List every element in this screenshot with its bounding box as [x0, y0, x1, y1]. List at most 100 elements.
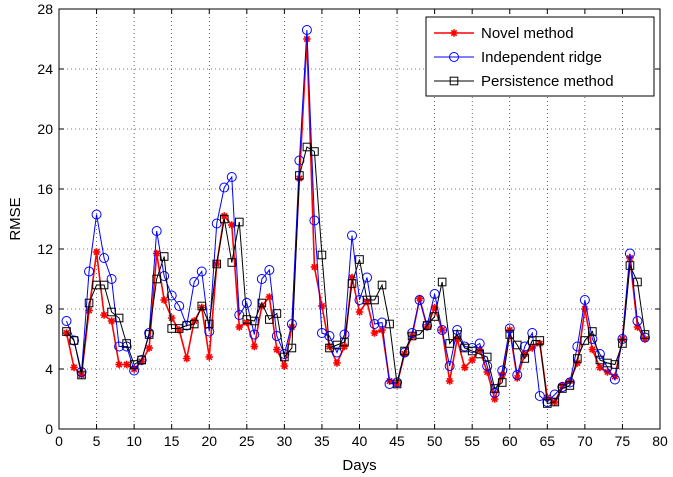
data-point-persistence-method — [122, 339, 131, 348]
legend-marker-independent-ridge — [449, 52, 459, 62]
data-point-novel-method — [280, 362, 289, 370]
x-tick-label: 40 — [352, 433, 368, 449]
data-point-persistence-method — [437, 277, 447, 287]
data-point-independent-ridge — [256, 274, 267, 284]
data-point-novel-method — [611, 372, 619, 381]
x-tick-label: 45 — [389, 433, 405, 449]
data-point-persistence-method — [107, 307, 116, 317]
data-point-persistence-method — [287, 343, 297, 353]
legend-entry-novel-method: Novel method — [481, 25, 574, 42]
legend: Novel method Independent ridge Persistence… — [425, 16, 655, 97]
data-point-persistence-method — [310, 147, 319, 156]
data-point-persistence-method — [219, 214, 229, 224]
data-point-persistence-method — [114, 313, 124, 323]
data-point-novel-method — [250, 342, 259, 351]
data-point-persistence-method — [235, 217, 244, 227]
data-point-independent-ridge — [482, 361, 493, 371]
x-tick-label: 55 — [464, 433, 480, 449]
data-point-novel-method — [122, 360, 131, 369]
data-point-independent-ridge — [136, 355, 147, 365]
data-point-independent-ridge — [91, 209, 102, 220]
x-tick-label: 15 — [164, 433, 180, 449]
y-tick-label: 8 — [45, 301, 53, 317]
data-point-persistence-method — [250, 316, 259, 326]
y-tick-label: 16 — [37, 181, 53, 197]
data-point-persistence-method — [482, 352, 492, 362]
data-point-novel-method — [355, 308, 364, 316]
data-point-novel-method — [483, 368, 492, 376]
data-point-novel-method — [370, 329, 379, 337]
data-point-independent-ridge — [542, 397, 553, 407]
data-point-novel-method — [445, 377, 454, 385]
series-persistence-method — [62, 142, 650, 408]
data-point-persistence-method — [212, 259, 222, 269]
data-point-persistence-method — [197, 301, 207, 311]
y-tick-label: 12 — [37, 241, 53, 257]
data-point-persistence-method — [69, 336, 79, 345]
data-point-novel-method — [490, 395, 499, 403]
data-point-independent-ridge — [534, 391, 545, 401]
data-point-novel-method — [453, 335, 461, 343]
data-point-persistence-method — [625, 261, 635, 270]
data-point-persistence-method — [137, 355, 146, 365]
x-tick-label: 5 — [93, 433, 101, 449]
data-point-independent-ridge — [271, 331, 282, 341]
data-point-independent-ridge — [579, 295, 590, 305]
data-point-persistence-method — [573, 354, 582, 363]
data-point-novel-method — [160, 296, 168, 304]
x-tick-label: 50 — [427, 433, 443, 449]
data-point-novel-method — [62, 329, 71, 337]
data-point-independent-ridge — [106, 274, 117, 284]
data-point-independent-ridge — [151, 226, 162, 236]
data-point-independent-ridge — [189, 277, 200, 287]
data-point-independent-ridge — [286, 319, 297, 329]
data-point-novel-method — [243, 318, 251, 327]
data-point-persistence-method — [152, 274, 161, 284]
x-tick-label: 25 — [239, 433, 255, 449]
data-point-novel-method — [475, 345, 484, 354]
data-point-independent-ridge — [294, 155, 305, 166]
data-point-persistence-method — [565, 381, 575, 390]
data-point-persistence-method — [445, 339, 454, 348]
data-point-independent-ridge — [422, 320, 433, 331]
data-point-novel-method — [100, 311, 108, 319]
data-point-novel-method — [573, 359, 582, 367]
data-point-novel-method — [641, 335, 649, 343]
data-point-novel-method — [145, 344, 153, 352]
data-point-novel-method — [175, 326, 183, 334]
data-point-independent-ridge — [129, 365, 140, 376]
data-point-independent-ridge — [309, 215, 320, 226]
data-point-novel-method — [588, 345, 597, 354]
data-point-persistence-method — [497, 378, 507, 387]
data-point-persistence-method — [512, 340, 522, 350]
data-point-persistence-method — [77, 370, 86, 380]
data-point-independent-ridge — [414, 295, 425, 305]
data-point-independent-ridge — [384, 379, 395, 389]
data-point-independent-ridge — [564, 377, 575, 388]
x-tick-label: 60 — [502, 433, 518, 449]
data-point-persistence-method — [347, 279, 357, 288]
y-tick-label: 24 — [37, 61, 53, 77]
data-point-independent-ridge — [264, 265, 275, 275]
data-point-persistence-method — [377, 280, 387, 290]
data-point-independent-ridge — [632, 316, 643, 326]
data-point-persistence-method — [490, 384, 500, 393]
data-point-independent-ridge — [331, 347, 342, 358]
data-point-novel-method — [220, 212, 229, 220]
data-point-independent-ridge — [497, 365, 508, 376]
data-point-persistence-method — [415, 330, 424, 339]
data-point-novel-method — [340, 342, 349, 351]
data-point-persistence-method — [550, 397, 560, 407]
data-point-novel-method — [115, 360, 123, 369]
data-point-persistence-method — [144, 330, 154, 339]
x-tick-label: 75 — [615, 433, 631, 449]
data-point-independent-ridge — [504, 323, 515, 334]
data-point-independent-ridge — [324, 331, 335, 341]
data-point-independent-ridge — [369, 319, 380, 329]
data-point-persistence-method — [62, 327, 71, 336]
data-point-persistence-method — [99, 280, 109, 290]
data-point-novel-method — [310, 263, 319, 271]
data-point-persistence-method — [159, 252, 169, 261]
axis-ticks: 0 5 10 15 20 25 30 35 40 45 50 55 60 65 70 75 80 0 4 8 12 16 2… — [37, 1, 668, 449]
data-point-novel-method — [70, 363, 78, 372]
